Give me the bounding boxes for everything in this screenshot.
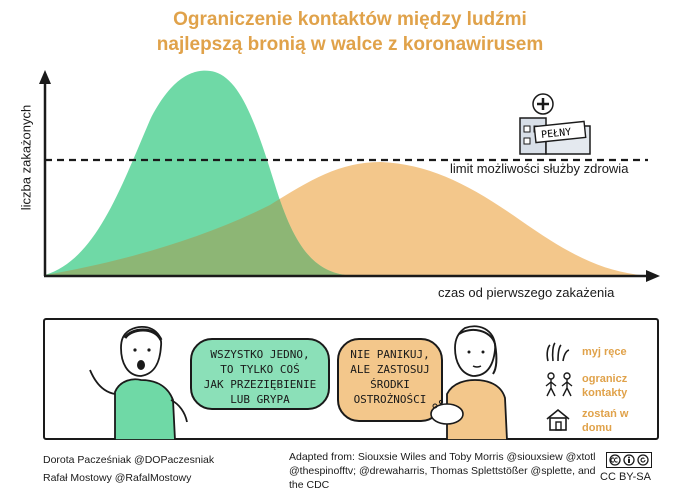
epidemic-curve-chart: PEŁNY <box>39 70 660 282</box>
people-icon <box>545 372 573 397</box>
by-icon <box>623 454 635 466</box>
title-line-1: Ograniczenie kontaktów między ludźmi <box>173 9 527 30</box>
bubble-left-line: TO TYLKO COŚ <box>220 363 300 376</box>
house-icon <box>546 408 570 431</box>
bubble-left-line: JAK PRZEZIĘBIENIE <box>203 378 317 391</box>
bubble-right-line: NIE PANIKUJ, <box>350 348 430 361</box>
bubble-right-line: ALE ZASTOSUJ <box>350 363 430 376</box>
title-line-2: najlepszą bronią w walce z koronawirusem <box>156 34 544 55</box>
bubble-left-line: WSZYSTKO JEDNO, <box>210 348 310 361</box>
speech-bubble-right: NIE PANIKUJ, ALE ZASTOSUJ ŚRODKI OSTROŻN… <box>337 338 443 422</box>
cc-license-badge <box>606 452 652 468</box>
x-axis-arrow <box>646 270 660 282</box>
credit-line-2: @thespinofftv; @drewaharris, Thomas Sple… <box>289 465 596 477</box>
limit-label: limit możliwości służby zdrowia <box>450 161 629 176</box>
tip-label: myj ręce <box>582 346 627 358</box>
speech-bubble-left: WSZYSTKO JEDNO, TO TYLKO COŚ JAK PRZEZIĘ… <box>190 338 330 410</box>
cc-icon <box>609 454 621 466</box>
credit-line-1: Adapted from: Siouxsie Wiles and Toby Mo… <box>289 451 596 463</box>
bubble-right-line: ŚRODKI <box>370 378 410 391</box>
advice-panel <box>43 318 659 440</box>
tip-label: ogranicz kontakty <box>582 373 628 399</box>
credit-line-3: the CDC <box>289 479 330 491</box>
license-text: CC BY-SA <box>600 471 651 483</box>
hospital-sign: PEŁNY <box>541 127 572 141</box>
woman-figure <box>430 325 508 440</box>
sa-icon <box>637 454 649 466</box>
tip-label: zostań w domu <box>582 408 629 434</box>
hands-icon <box>546 342 570 362</box>
y-axis-arrow <box>39 70 51 84</box>
bubble-right-line: OSTROŻNOŚCI <box>353 393 427 406</box>
author-2: Rafał Mostowy @RafalMostowy <box>43 472 192 484</box>
bubble-left-line: LUB GRYPA <box>230 393 290 406</box>
author-1: Dorota Pacześniak @DOPaczesniak <box>43 454 215 466</box>
y-axis-label: liczba zakażonych <box>18 104 34 211</box>
man-figure <box>89 325 188 440</box>
x-axis-label: czas od pierwszego zakażenia <box>438 285 615 300</box>
hospital-icon: PEŁNY <box>519 93 591 155</box>
